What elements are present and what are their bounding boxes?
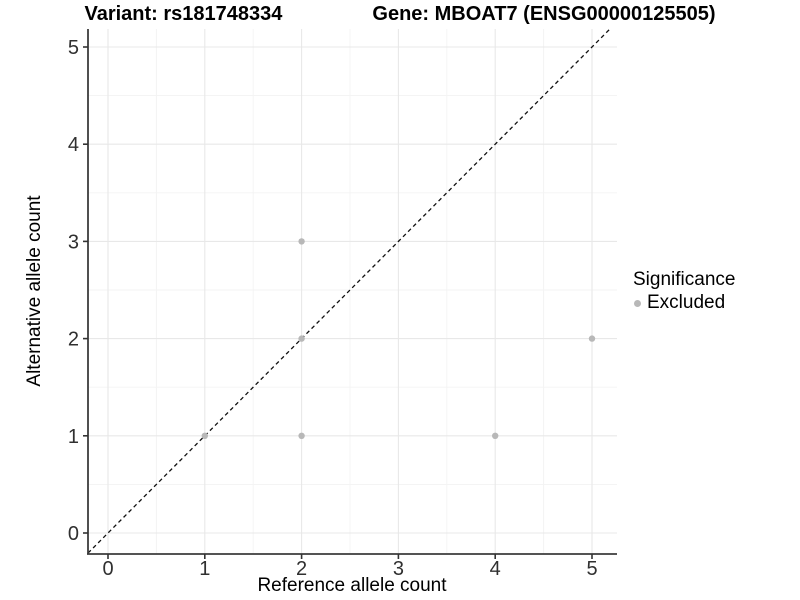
data-point bbox=[492, 432, 499, 439]
y-tick-label: 0 bbox=[68, 523, 79, 545]
y-tick-label: 3 bbox=[68, 231, 79, 253]
y-tick-label: 4 bbox=[68, 134, 79, 156]
gene-title: Gene: MBOAT7 (ENSG00000125505) bbox=[372, 3, 716, 25]
x-tick-label: 4 bbox=[490, 558, 501, 580]
y-tick-label: 1 bbox=[68, 426, 79, 448]
variant-title: Variant: rs181748334 bbox=[84, 3, 283, 25]
x-tick-label: 3 bbox=[393, 558, 404, 580]
legend-item-excluded: Excluded bbox=[634, 292, 735, 314]
identity-line bbox=[87, 28, 611, 554]
excluded-point-icon bbox=[634, 299, 641, 307]
data-point bbox=[298, 432, 305, 439]
x-tick-label: 2 bbox=[296, 558, 307, 580]
data-point bbox=[201, 432, 208, 439]
data-point bbox=[298, 335, 305, 342]
x-axis-title: Reference allele count bbox=[257, 575, 447, 596]
y-tick-label: 5 bbox=[68, 37, 79, 59]
data-point bbox=[588, 335, 596, 342]
x-tick-label: 0 bbox=[102, 558, 113, 580]
x-tick-label: 1 bbox=[199, 558, 210, 580]
plot-title: Variant: rs181748334 Gene: MBOAT7 (ENSG0… bbox=[0, 3, 800, 26]
legend-title: Significance bbox=[633, 269, 736, 290]
legend: Significance Excluded bbox=[633, 269, 735, 314]
data-point bbox=[298, 238, 305, 245]
legend-item-label: Excluded bbox=[647, 292, 726, 313]
y-tick-label: 2 bbox=[68, 329, 79, 351]
x-tick-label: 5 bbox=[586, 558, 597, 580]
y-axis-title: Alternative allele count bbox=[24, 195, 45, 387]
